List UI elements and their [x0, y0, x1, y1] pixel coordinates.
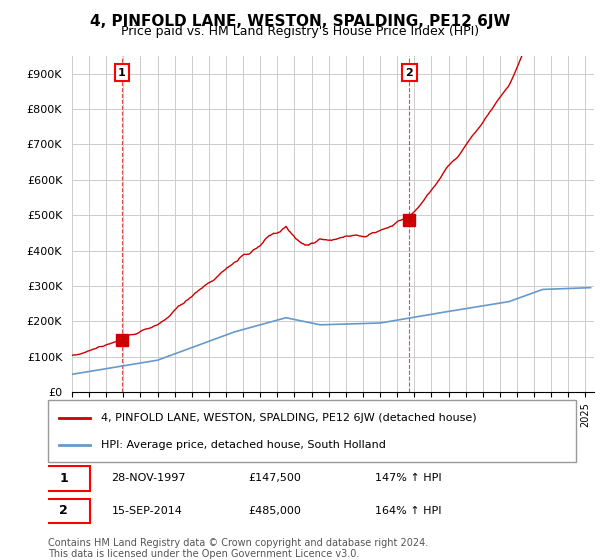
FancyBboxPatch shape: [37, 466, 90, 491]
FancyBboxPatch shape: [37, 499, 90, 523]
Text: 164% ↑ HPI: 164% ↑ HPI: [376, 506, 442, 516]
Text: 147% ↑ HPI: 147% ↑ HPI: [376, 473, 442, 483]
Text: 1: 1: [59, 472, 68, 485]
Text: 4, PINFOLD LANE, WESTON, SPALDING, PE12 6JW (detached house): 4, PINFOLD LANE, WESTON, SPALDING, PE12 …: [101, 413, 476, 423]
FancyBboxPatch shape: [48, 400, 576, 462]
Text: Price paid vs. HM Land Registry's House Price Index (HPI): Price paid vs. HM Land Registry's House …: [121, 25, 479, 38]
Text: HPI: Average price, detached house, South Holland: HPI: Average price, detached house, Sout…: [101, 440, 386, 450]
Text: Contains HM Land Registry data © Crown copyright and database right 2024.
This d: Contains HM Land Registry data © Crown c…: [48, 538, 428, 559]
Text: 15-SEP-2014: 15-SEP-2014: [112, 506, 182, 516]
Text: 1: 1: [118, 68, 125, 78]
Text: 2: 2: [59, 505, 68, 517]
Text: 2: 2: [406, 68, 413, 78]
Text: 28-NOV-1997: 28-NOV-1997: [112, 473, 186, 483]
Text: £485,000: £485,000: [248, 506, 302, 516]
Text: 4, PINFOLD LANE, WESTON, SPALDING, PE12 6JW: 4, PINFOLD LANE, WESTON, SPALDING, PE12 …: [90, 14, 510, 29]
Text: £147,500: £147,500: [248, 473, 302, 483]
